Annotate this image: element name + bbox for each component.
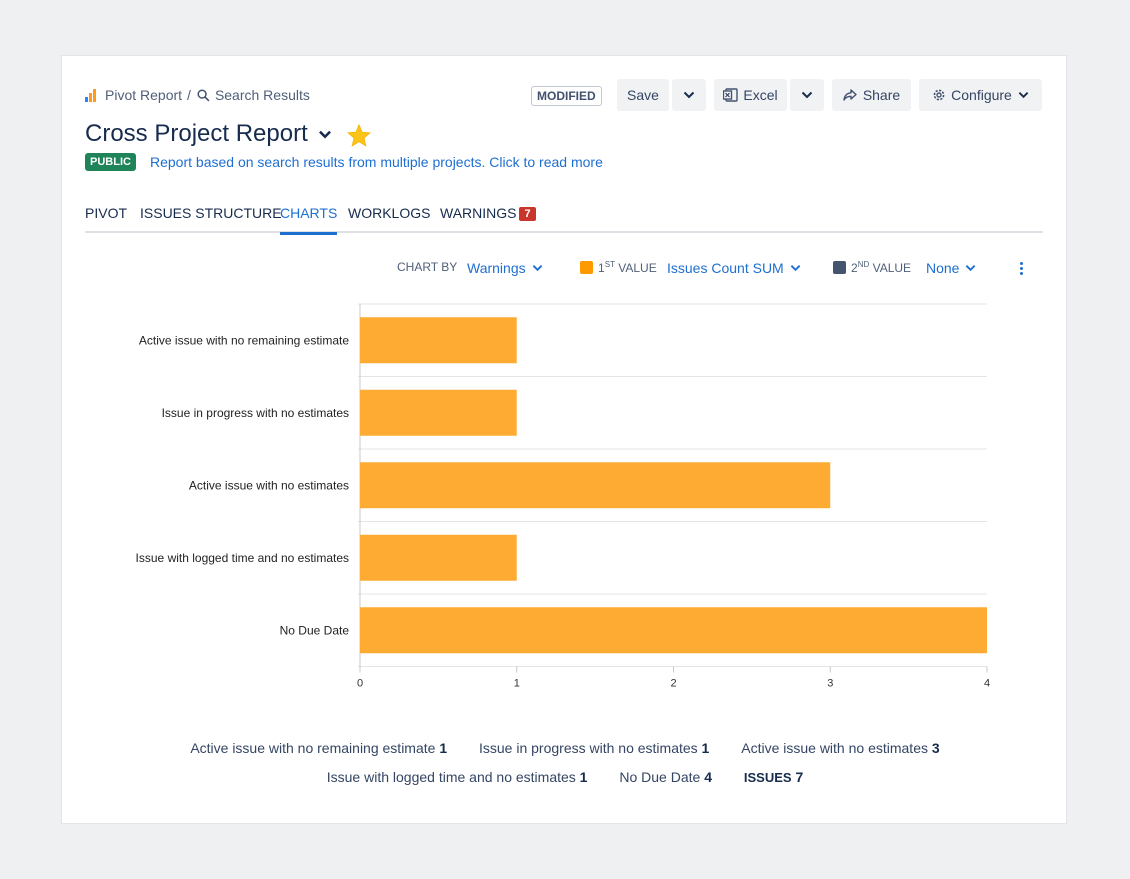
category-label: Active issue with no estimates [189, 478, 349, 492]
x-tick-label: 3 [827, 678, 833, 690]
excel-icon [723, 88, 739, 102]
chevron-down-icon [318, 130, 331, 139]
chevron-down-icon [1018, 92, 1029, 99]
more-options-icon[interactable] [1020, 262, 1024, 277]
share-button[interactable]: Share [832, 79, 911, 111]
save-options-button[interactable] [672, 79, 706, 111]
chart-legend-row-2: Issue with logged time and no estimates … [62, 769, 1068, 785]
category-label: No Due Date [280, 623, 350, 637]
second-value-swatch [833, 261, 846, 274]
chart-by-value: Warnings [467, 260, 526, 276]
tab-pivot[interactable]: PIVOT [85, 205, 128, 221]
save-button-label: Save [627, 87, 659, 103]
excel-button[interactable]: Excel [714, 79, 787, 111]
category-label: Issue with logged time and no estimates [136, 551, 349, 565]
tab-worklogs[interactable]: WORKLOGS [348, 205, 431, 221]
tab-bar: PIVOT ISSUES STRUCTURE CHARTS WORKLOGS W… [85, 205, 1043, 235]
chart-by-select[interactable]: Warnings [467, 260, 543, 276]
report-description-link[interactable]: Report based on search results from mult… [150, 154, 603, 170]
bar [360, 534, 517, 581]
save-button[interactable]: Save [617, 79, 669, 111]
bar [360, 389, 517, 436]
chevron-down-icon [683, 91, 695, 99]
chevron-down-icon [801, 91, 813, 99]
bar-chart: Active issue with no remaining estimate I… [136, 303, 990, 690]
second-value-label: 2ND VALUE [833, 260, 911, 275]
breadcrumb-current[interactable]: Search Results [214, 87, 310, 103]
excel-options-button[interactable] [790, 79, 824, 111]
bar [360, 462, 831, 509]
first-value-select[interactable]: Issues Count SUM [667, 260, 801, 276]
second-value-text: VALUE [872, 261, 912, 275]
breadcrumb: Pivot Report / Search Results [85, 87, 310, 103]
report-title-text: Cross Project Report [85, 120, 308, 147]
chart-by-label: CHART BY [397, 260, 458, 274]
x-tick-label: 2 [670, 678, 676, 690]
second-value-select[interactable]: None [926, 260, 976, 276]
x-tick-label: 1 [514, 678, 520, 690]
chevron-down-icon [532, 265, 542, 272]
gear-icon [933, 89, 945, 101]
report-card: Pivot Report / Search Results MODIFIED S… [61, 55, 1067, 824]
configure-button-label: Configure [951, 87, 1012, 103]
x-tick-label: 0 [357, 678, 363, 690]
star-icon[interactable] [347, 124, 371, 147]
category-label: Issue in progress with no estimates [162, 406, 349, 420]
x-tick-label: 4 [984, 678, 990, 690]
bar [360, 317, 517, 364]
excel-button-label: Excel [743, 87, 778, 103]
pivot-report-logo-icon [85, 88, 99, 102]
tab-issues-structure[interactable]: ISSUES STRUCTURE [140, 205, 282, 221]
chevron-down-icon [966, 265, 976, 272]
chevron-down-icon [790, 265, 800, 272]
legend-item: Active issue with no estimates 3 [741, 740, 940, 756]
legend-item: Issue in progress with no estimates 1 [479, 740, 710, 756]
first-value-ordinal: 1 [598, 261, 605, 275]
first-value-label: 1ST VALUE [580, 260, 657, 275]
legend-item: Issue with logged time and no estimates … [326, 769, 588, 785]
tab-charts[interactable]: CHARTS [280, 205, 338, 235]
configure-button[interactable]: Configure [919, 79, 1042, 111]
share-icon [843, 89, 857, 101]
legend-item: Active issue with no remaining estimate … [190, 740, 448, 756]
chart-legend-row-1: Active issue with no remaining estimate … [62, 740, 1068, 756]
breadcrumb-separator: / [187, 87, 191, 103]
second-value-value: None [926, 260, 960, 276]
search-icon [197, 88, 210, 101]
tab-warnings-label: WARNINGS [440, 205, 517, 221]
modified-badge: MODIFIED [531, 86, 602, 106]
second-value-ordinal: 2 [851, 261, 858, 275]
tab-warnings[interactable]: WARNINGS 7 [440, 205, 536, 233]
public-badge: PUBLIC [85, 153, 136, 171]
breadcrumb-parent[interactable]: Pivot Report [105, 87, 183, 103]
legend-item: No Due Date 4 [619, 769, 712, 785]
share-button-label: Share [862, 87, 901, 103]
first-value-text: VALUE [618, 261, 657, 275]
first-value-swatch [580, 261, 593, 274]
bar [360, 607, 987, 654]
report-title[interactable]: Cross Project Report [85, 120, 332, 148]
legend-total: ISSUES 7 [743, 769, 804, 785]
first-value-ordinal-suffix: ST [604, 260, 615, 269]
second-value-ordinal-suffix: ND [857, 260, 870, 269]
category-label: Active issue with no remaining estimate [139, 333, 349, 347]
first-value-value: Issues Count SUM [667, 260, 784, 276]
warnings-count-badge: 7 [519, 207, 536, 221]
